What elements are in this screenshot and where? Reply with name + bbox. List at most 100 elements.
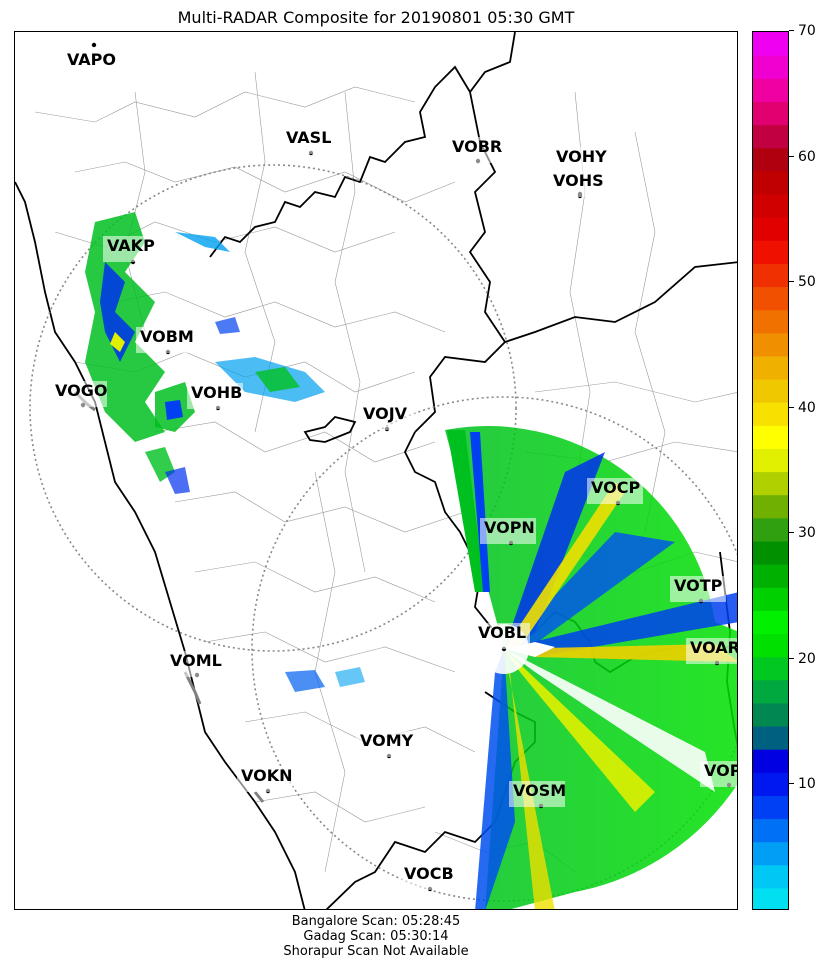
colorbar-tick: 60 — [789, 149, 825, 165]
colorbar-band — [753, 656, 788, 681]
station-label-votp: VOTP — [674, 576, 723, 595]
station-markers: VAPO VASL VOBR VOHY VOHS VAKP VOBM VOGO VOHB VOJV… — [51, 42, 738, 892]
colorbar-ticks: 10 20 30 40 50 60 70 — [789, 23, 825, 910]
tick-label: 40 — [798, 399, 816, 416]
station-label-bg — [237, 766, 293, 792]
station-label-vocb: VOCB — [404, 864, 454, 883]
station-label-vopc: VOPC — [704, 761, 738, 780]
tick-mark — [789, 30, 794, 31]
station-label-vobm: VOBM — [140, 327, 194, 346]
colorbar-band — [753, 448, 788, 473]
station-label-bg — [166, 651, 222, 677]
colorbar-tick: 40 — [789, 400, 825, 416]
colorbar-band — [753, 494, 788, 519]
colorbar-band — [753, 263, 788, 288]
colorbar-band — [753, 217, 788, 241]
colorbar-band — [753, 749, 788, 773]
bangalore-scan-time: Bangalore Scan: 05:28:45 — [291, 914, 461, 929]
scan-info-footer: Bangalore Scan: 05:28:45 Gadag Scan: 05:… — [0, 914, 752, 959]
station-label-vohs: VOHS — [553, 171, 604, 190]
station-label-vojv: VOJV — [363, 404, 408, 423]
gadag-radar-echoes — [85, 212, 365, 692]
colorbar-band — [753, 633, 788, 658]
colorbar-band — [753, 818, 788, 843]
colorbar-band — [753, 55, 788, 79]
station-label-vobr: VOBR — [452, 137, 502, 156]
colorbar-band — [753, 240, 788, 264]
colorbar-band — [753, 378, 788, 403]
colorbar-band — [753, 402, 788, 426]
map-title: Multi-RADAR Composite for 20190801 05:30… — [177, 8, 575, 27]
colorbar-band — [753, 32, 788, 56]
colorbar-band — [753, 610, 788, 635]
tick-mark — [789, 783, 794, 785]
station-label-bg — [686, 638, 737, 664]
colorbar-tick: 70 — [789, 23, 825, 39]
station-label-bg — [356, 731, 412, 757]
station-label-bg — [700, 761, 737, 787]
colorbar-band — [753, 702, 788, 727]
station-label-bg — [136, 327, 192, 353]
station-label-bg — [552, 147, 608, 173]
colorbar-band — [753, 355, 788, 380]
tick-label: 50 — [798, 274, 816, 291]
colorbar-band — [753, 193, 788, 218]
station-label-bg — [474, 623, 530, 649]
station-label-vapo: VAPO — [67, 50, 116, 69]
colorbar-band — [753, 679, 788, 704]
colorbar-band — [753, 425, 788, 449]
station-label-vakp: VAKP — [107, 236, 155, 255]
station-label-vohy: VOHY — [556, 147, 607, 166]
station-label-bg — [480, 518, 536, 544]
station-marker-vapo[interactable] — [91, 42, 97, 48]
colorbar-band — [753, 887, 788, 909]
tick-label: 20 — [798, 650, 816, 667]
colorbar-band — [753, 309, 788, 334]
colorbar-band — [753, 564, 788, 588]
colorbar-band — [753, 540, 788, 565]
colorbar-band — [753, 124, 788, 149]
tick-mark — [789, 281, 794, 283]
station-label-bg — [359, 404, 415, 430]
colorbar — [752, 31, 789, 910]
tick-label: 30 — [798, 525, 816, 542]
station-label-vopn: VOPN — [484, 518, 535, 537]
station-label-bg — [587, 478, 643, 504]
station-label-vogo: VOGO — [55, 381, 107, 400]
colorbar-band — [753, 517, 788, 542]
shorapur-scan-status: Shorapur Scan Not Available — [283, 944, 469, 959]
tick-mark — [789, 155, 794, 157]
radar-map[interactable]: VAPO VASL VOBR VOHY VOHS VAKP VOBM VOGO VOHB VOJV… — [14, 31, 738, 910]
station-label-vohb: VOHB — [191, 383, 242, 402]
station-label-bg — [282, 128, 338, 154]
station-label-voml: VOML — [170, 651, 222, 670]
colorbar-band — [753, 864, 788, 889]
tick-mark — [789, 657, 794, 659]
colorbar-band — [753, 147, 788, 172]
station-label-vocp: VOCP — [591, 478, 640, 497]
colorbar-tick: 50 — [789, 274, 825, 290]
station-label-bg — [51, 381, 107, 407]
tick-mark — [789, 406, 794, 408]
station-label-bg — [103, 236, 159, 262]
colorbar-band — [753, 332, 788, 357]
station-label-vobl: VOBL — [478, 623, 526, 642]
station-label-vosm: VOSM — [513, 781, 566, 800]
station-label-bg — [509, 781, 565, 807]
station-label-vokn: VOKN — [241, 766, 293, 785]
colorbar-band — [753, 170, 788, 195]
colorbar-band — [753, 471, 788, 496]
colorbar-tick: 30 — [789, 525, 825, 541]
colorbar-band — [753, 725, 788, 750]
station-label-vomy: VOMY — [360, 731, 414, 750]
tick-label: 10 — [798, 776, 816, 793]
colorbar-band — [753, 795, 788, 820]
colorbar-band — [753, 587, 788, 611]
colorbar-tick: 20 — [789, 651, 825, 667]
station-label-bg — [400, 864, 456, 890]
station-label-voar: VOAR — [690, 638, 738, 657]
colorbar-band — [753, 101, 788, 126]
tick-mark — [789, 532, 794, 534]
colorbar-band — [753, 286, 788, 311]
station-label-bg — [63, 50, 119, 76]
